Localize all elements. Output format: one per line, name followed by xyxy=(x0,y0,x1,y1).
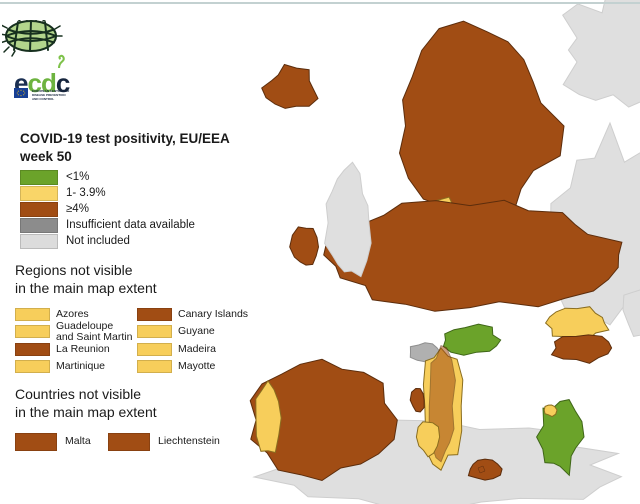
svg-text:AND CONTROL: AND CONTROL xyxy=(32,97,54,101)
